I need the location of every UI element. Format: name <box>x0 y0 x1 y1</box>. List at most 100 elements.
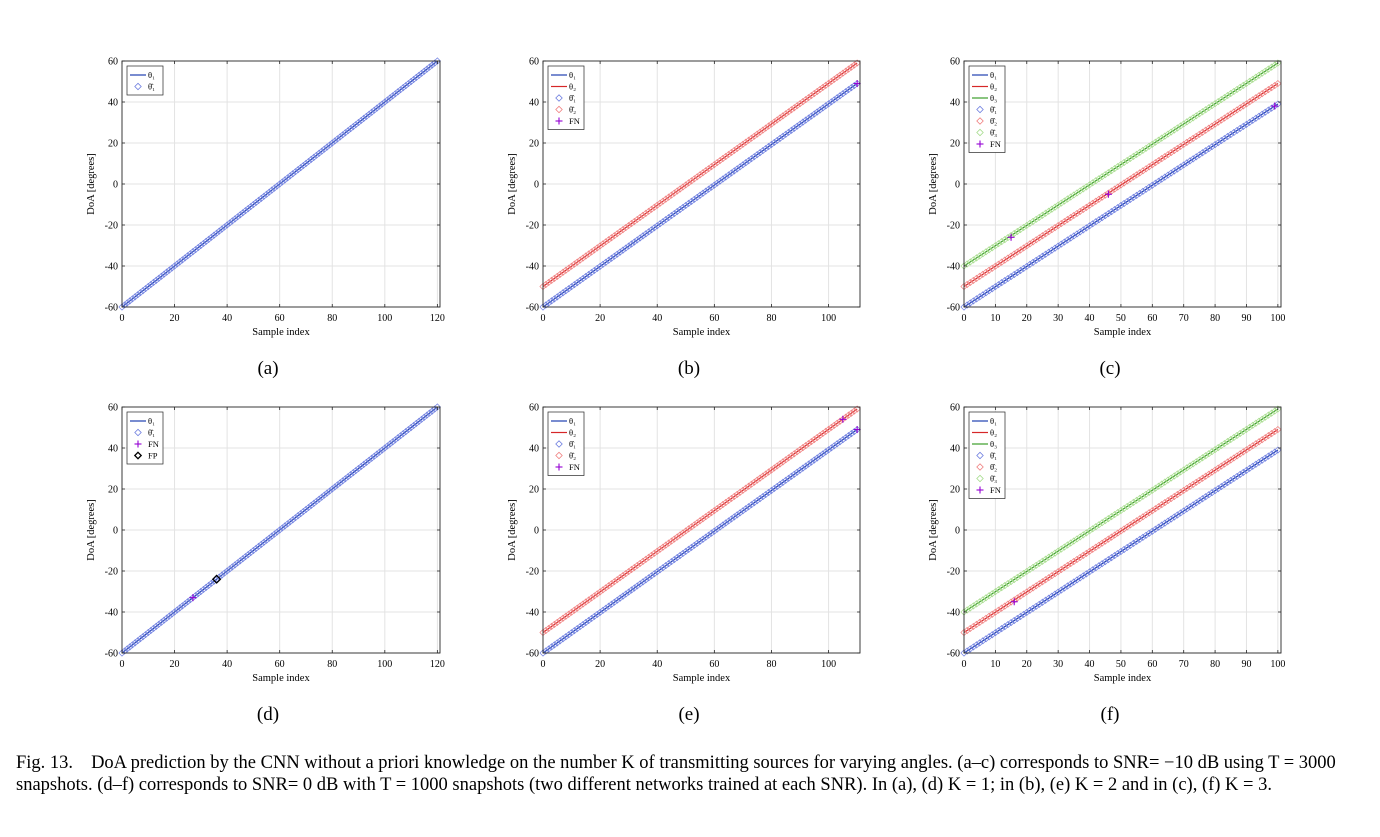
estimate-marker <box>365 456 373 464</box>
legend-label: θ₂ <box>990 428 997 438</box>
x-tick-label: 0 <box>962 659 967 670</box>
estimate-marker <box>1007 577 1015 586</box>
estimate-marker <box>702 533 710 541</box>
estimate-marker <box>1267 104 1276 112</box>
estimate-marker <box>736 509 744 517</box>
legend-label: θ₁ <box>148 70 155 80</box>
legend-label: θ̂₁ <box>148 82 155 92</box>
estimate-marker <box>625 588 633 596</box>
y-tick-label: 60 <box>108 57 118 68</box>
estimate-marker <box>739 161 747 169</box>
estimate-marker <box>1076 228 1084 236</box>
legend-entry: θ̂₁ <box>134 82 155 92</box>
legend-box <box>547 411 585 476</box>
estimate-marker <box>713 504 721 513</box>
estimate-marker <box>1224 132 1232 141</box>
estimate-marker <box>545 278 553 287</box>
estimate-marker <box>1120 179 1128 187</box>
estimate-marker <box>218 571 226 579</box>
estimate-marker <box>1051 590 1059 598</box>
estimate-marker <box>1136 169 1144 177</box>
estimate-marker <box>1073 189 1081 197</box>
estimate-marker <box>696 517 704 525</box>
estimate-marker <box>636 213 644 222</box>
estimate-marker <box>1164 171 1172 179</box>
estimate-marker <box>189 248 197 256</box>
estimate-marker <box>1242 466 1251 474</box>
estimate-marker <box>988 590 996 598</box>
estimate-marker <box>776 480 784 488</box>
estimate-marker <box>1042 230 1050 238</box>
estimate-marker <box>585 596 593 604</box>
estimate-marker <box>994 281 1003 289</box>
estimate-marker <box>756 128 764 136</box>
y-axis-label: DoA [degrees] <box>86 499 97 561</box>
legend-label: FN <box>569 116 580 126</box>
estimate-marker <box>679 183 687 191</box>
estimate-marker <box>616 228 624 236</box>
estimate-marker <box>627 586 636 594</box>
estimate-marker <box>804 460 813 468</box>
estimate-marker <box>1020 223 1028 232</box>
estimate-marker <box>1139 513 1147 521</box>
x-tick-label: 20 <box>595 659 605 670</box>
estimate-marker <box>1195 110 1203 118</box>
estimate-marker <box>665 560 673 568</box>
estimate-marker <box>1016 571 1025 580</box>
estimate-marker <box>667 191 676 199</box>
estimate-marker <box>963 626 971 635</box>
estimate-marker <box>1114 508 1122 517</box>
estimate-marker <box>231 561 239 569</box>
fn-marker <box>189 594 197 602</box>
estimate-marker <box>1098 519 1106 527</box>
estimate-marker <box>1070 211 1078 220</box>
estimate-marker <box>1173 124 1182 132</box>
estimate-marker <box>289 516 297 524</box>
fn-marker <box>853 426 861 434</box>
estimate-marker <box>1230 108 1238 116</box>
estimate-marker <box>1001 236 1009 244</box>
series-estimate-4 <box>539 59 861 291</box>
estimate-marker <box>323 489 331 497</box>
estimate-marker <box>357 116 365 125</box>
estimate-marker <box>847 409 856 417</box>
estimate-marker <box>1054 201 1062 209</box>
estimate-marker <box>719 175 727 183</box>
legend-label: θ₃ <box>990 439 997 449</box>
estimate-marker <box>994 240 1003 248</box>
estimate-marker <box>186 250 194 258</box>
estimate-marker <box>773 136 781 145</box>
estimate-marker <box>352 466 360 475</box>
estimate-marker <box>645 228 653 236</box>
estimate-marker <box>1148 527 1156 535</box>
estimate-marker <box>1063 582 1072 590</box>
estimate-marker <box>753 151 761 159</box>
estimate-marker <box>1104 535 1112 543</box>
estimate-marker <box>1016 612 1025 621</box>
estimate-marker <box>1001 623 1009 631</box>
estimate-marker <box>662 541 670 549</box>
estimate-marker <box>1142 165 1150 173</box>
estimate-marker <box>1148 486 1156 494</box>
estimate-marker <box>1252 94 1260 102</box>
estimate-marker <box>656 545 664 553</box>
legend-entry: θ̂₁ <box>976 105 997 115</box>
estimate-marker <box>542 301 550 309</box>
estimate-marker <box>218 225 226 233</box>
estimate-marker <box>816 452 824 460</box>
estimate-marker <box>767 486 776 495</box>
estimate-marker <box>1114 529 1122 537</box>
subfigure-label: (d) <box>257 704 279 725</box>
estimate-marker <box>163 268 171 276</box>
estimate-marker <box>567 283 576 291</box>
estimate-marker <box>1173 470 1182 478</box>
estimate-marker <box>807 112 816 120</box>
estimate-marker <box>639 232 647 240</box>
estimate-marker <box>998 625 1006 633</box>
estimate-marker <box>1255 458 1263 466</box>
estimate-marker <box>1151 484 1160 492</box>
estimate-marker <box>1239 427 1247 435</box>
estimate-marker <box>176 258 184 266</box>
estimate-marker <box>173 260 181 268</box>
estimate-marker <box>1274 425 1282 434</box>
